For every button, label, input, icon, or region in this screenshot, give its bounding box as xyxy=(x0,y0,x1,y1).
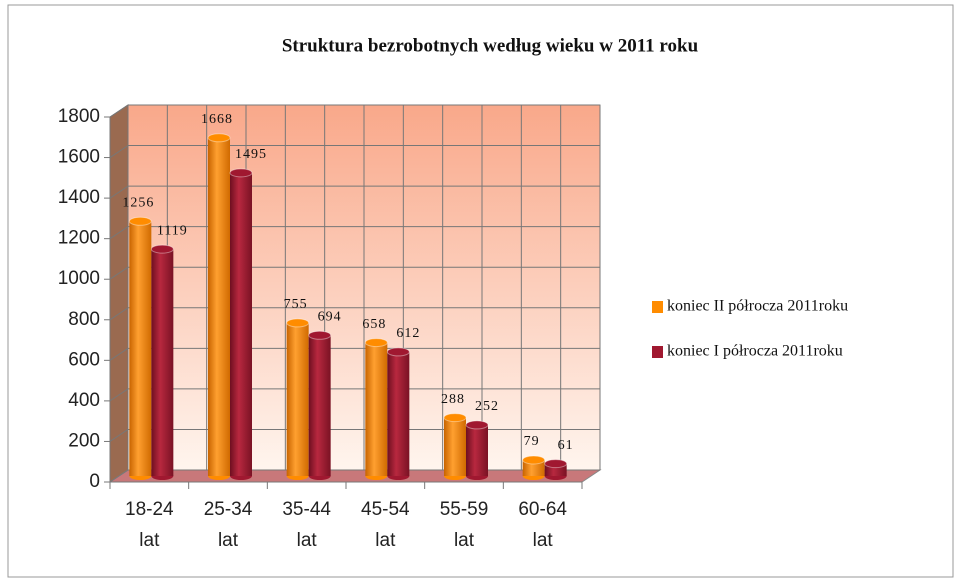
grid-line-side xyxy=(109,185,129,199)
value-label: 288 xyxy=(441,392,465,407)
grid-line-side xyxy=(109,347,129,361)
value-label: 755 xyxy=(284,297,308,312)
bar-part xyxy=(443,413,467,423)
bar-part xyxy=(365,342,388,476)
bar-part xyxy=(308,330,332,340)
bar-part xyxy=(207,133,231,143)
bar xyxy=(364,338,388,480)
grid-line-side xyxy=(109,388,129,402)
grid-line-side xyxy=(109,307,129,321)
value-label: 1668 xyxy=(201,112,233,127)
y-tick-label: 1000 xyxy=(58,268,100,289)
bar-part xyxy=(208,137,230,476)
bar-part xyxy=(387,351,410,476)
y-tick-label: 800 xyxy=(68,309,100,330)
bar-part xyxy=(229,168,253,178)
bar xyxy=(286,318,310,480)
bar-part xyxy=(465,420,489,430)
bar-part xyxy=(150,244,174,254)
grid-line-side xyxy=(109,429,129,442)
y-tick-label: 1800 xyxy=(58,106,100,127)
bar-part xyxy=(128,216,152,226)
y-tick-label: 600 xyxy=(68,349,100,370)
bar xyxy=(150,244,174,480)
bar xyxy=(522,455,546,480)
legend-swatch xyxy=(652,346,663,358)
bar-part xyxy=(522,455,546,465)
legend-label: koniec II półrocza 2011roku xyxy=(667,298,848,315)
bar xyxy=(207,133,231,480)
y-tick-label: 0 xyxy=(89,471,100,492)
value-label: 1119 xyxy=(157,223,188,238)
bar-part xyxy=(544,459,568,469)
bar-part xyxy=(308,335,331,476)
side-wall xyxy=(109,104,129,483)
bar-part xyxy=(286,322,309,476)
x-tick-label: 18-24 lat xyxy=(125,499,174,551)
legend-label: koniec I półrocza 2011roku xyxy=(667,343,843,360)
bar-part xyxy=(151,249,174,476)
bar-part xyxy=(444,417,466,476)
bar-part xyxy=(522,459,545,476)
x-tick-label: 60-64 lat xyxy=(518,499,567,551)
bar-part xyxy=(230,172,252,476)
bar-part xyxy=(129,221,152,476)
x-tick-label: 45-54 lat xyxy=(361,499,410,551)
value-label: 694 xyxy=(318,309,342,324)
x-tick-label: 25-34 lat xyxy=(204,499,253,551)
value-label: 61 xyxy=(558,438,574,453)
y-tick-label: 200 xyxy=(68,430,100,451)
bar-part xyxy=(386,347,410,357)
y-tick-label: 400 xyxy=(68,390,100,411)
y-tick-label: 1400 xyxy=(58,187,100,208)
value-label: 79 xyxy=(524,434,540,449)
bar xyxy=(386,347,410,480)
bar-part xyxy=(466,424,488,476)
value-label: 1495 xyxy=(235,147,267,162)
value-label: 612 xyxy=(396,326,420,341)
bar xyxy=(229,168,253,480)
x-tick-label: 55-59 lat xyxy=(440,499,489,551)
bar xyxy=(308,330,332,480)
grid-line-side xyxy=(109,104,129,118)
bar xyxy=(128,216,152,480)
bar-part xyxy=(286,318,310,328)
grid-line-side xyxy=(109,226,129,240)
grid-line-side xyxy=(109,266,129,280)
value-label: 658 xyxy=(362,317,386,332)
grid-line-side xyxy=(109,145,129,158)
bar xyxy=(465,420,489,480)
legend-swatch xyxy=(652,301,663,313)
x-tick-label: 35-44 lat xyxy=(282,499,331,551)
bar-part xyxy=(364,338,388,348)
grid-line-side xyxy=(109,469,129,483)
y-tick-label: 1200 xyxy=(58,228,100,249)
chart-title: Struktura bezrobotnych według wieku w 20… xyxy=(282,35,699,56)
y-tick-label: 1600 xyxy=(58,147,100,168)
bar xyxy=(443,413,467,480)
value-label: 252 xyxy=(475,399,499,414)
value-label: 1256 xyxy=(122,196,154,211)
bar xyxy=(544,459,568,480)
